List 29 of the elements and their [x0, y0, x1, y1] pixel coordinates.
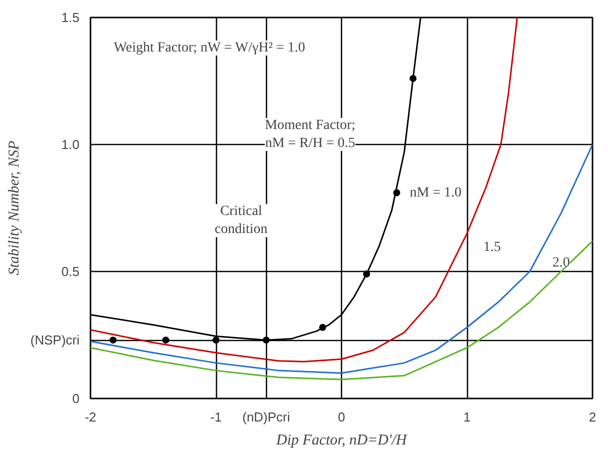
point	[393, 189, 400, 196]
annotation: 1.5	[483, 240, 501, 256]
line-series	[90, 240, 592, 380]
line-series	[90, 18, 518, 362]
annotation: Weight Factor; nW = W/γH² = 1.0	[114, 40, 306, 56]
y-tick-label: 1.5	[61, 10, 80, 25]
x-tick-label: 0	[338, 410, 346, 424]
annotation: nM = 1.0	[410, 185, 462, 200]
point	[162, 336, 170, 344]
x-tick-label: -2	[84, 410, 96, 424]
x-tick-label: -1	[210, 410, 222, 424]
x-axis-title: Dip Factor, nD=D'/H	[275, 432, 408, 448]
x-tick-label: 2	[588, 410, 596, 424]
x-tick-label: 1	[463, 410, 471, 424]
point	[319, 324, 326, 331]
y-tick-label: 0.5	[61, 264, 80, 279]
point	[410, 74, 417, 82]
annotation: Critical condition	[214, 204, 268, 238]
point	[262, 336, 270, 344]
annotation: Moment Factor; nM = R/H = 0.5	[264, 118, 356, 151]
point	[110, 336, 117, 344]
y-tick-label: (NSP)cri	[30, 332, 80, 348]
annotation: 2.0	[552, 255, 570, 270]
y-tick-label: 0	[72, 391, 80, 406]
y-tick-label: 1.0	[61, 137, 80, 152]
y-axis-title: Stability Number, NSP	[6, 140, 22, 276]
x-tick-label: (nD)Pcri	[242, 410, 290, 424]
point	[363, 270, 370, 278]
point	[212, 336, 220, 344]
